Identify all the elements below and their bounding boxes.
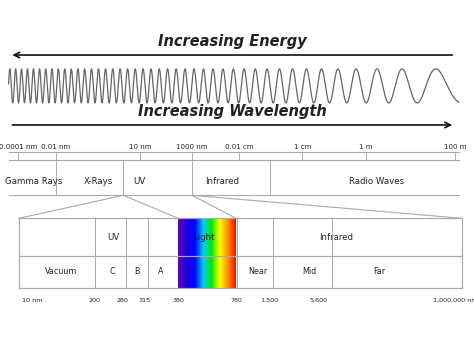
Text: Gamma Rays: Gamma Rays bbox=[5, 176, 63, 186]
Text: 1 cm: 1 cm bbox=[294, 144, 311, 150]
Text: Light: Light bbox=[193, 233, 215, 242]
Text: 1,000,000 nm: 1,000,000 nm bbox=[433, 298, 474, 303]
Text: Increasing Energy: Increasing Energy bbox=[158, 34, 307, 49]
Text: 315: 315 bbox=[139, 298, 151, 303]
Text: UV: UV bbox=[108, 233, 120, 242]
Text: 5,600: 5,600 bbox=[310, 298, 328, 303]
Text: 10 nm: 10 nm bbox=[128, 144, 151, 150]
Text: 10 nm: 10 nm bbox=[22, 298, 43, 303]
Text: Far: Far bbox=[373, 267, 385, 277]
Text: Vacuum: Vacuum bbox=[45, 267, 77, 277]
Text: 1 m: 1 m bbox=[359, 144, 373, 150]
Text: 380: 380 bbox=[172, 298, 184, 303]
Text: C: C bbox=[110, 267, 116, 277]
Text: Near: Near bbox=[249, 267, 268, 277]
Text: X-Rays: X-Rays bbox=[83, 176, 113, 186]
Text: A: A bbox=[157, 267, 163, 277]
Text: Increasing Wavelength: Increasing Wavelength bbox=[138, 104, 327, 119]
Text: 280: 280 bbox=[116, 298, 128, 303]
Text: Infrared: Infrared bbox=[205, 176, 239, 186]
Bar bbox=[19, 218, 462, 288]
Text: B: B bbox=[134, 267, 140, 277]
Text: 200: 200 bbox=[89, 298, 101, 303]
Text: 0.01 cm: 0.01 cm bbox=[225, 144, 254, 150]
Text: 0.01 nm: 0.01 nm bbox=[41, 144, 71, 150]
Text: 1000 nm: 1000 nm bbox=[176, 144, 208, 150]
Text: 1,500: 1,500 bbox=[260, 298, 278, 303]
Text: 100 m: 100 m bbox=[444, 144, 466, 150]
Text: Infrared: Infrared bbox=[319, 233, 354, 242]
Text: Radio Waves: Radio Waves bbox=[349, 176, 404, 186]
Text: 0.0001 nm: 0.0001 nm bbox=[0, 144, 37, 150]
Text: 780: 780 bbox=[230, 298, 242, 303]
Text: Mid: Mid bbox=[302, 267, 316, 277]
Text: UV: UV bbox=[134, 176, 146, 186]
